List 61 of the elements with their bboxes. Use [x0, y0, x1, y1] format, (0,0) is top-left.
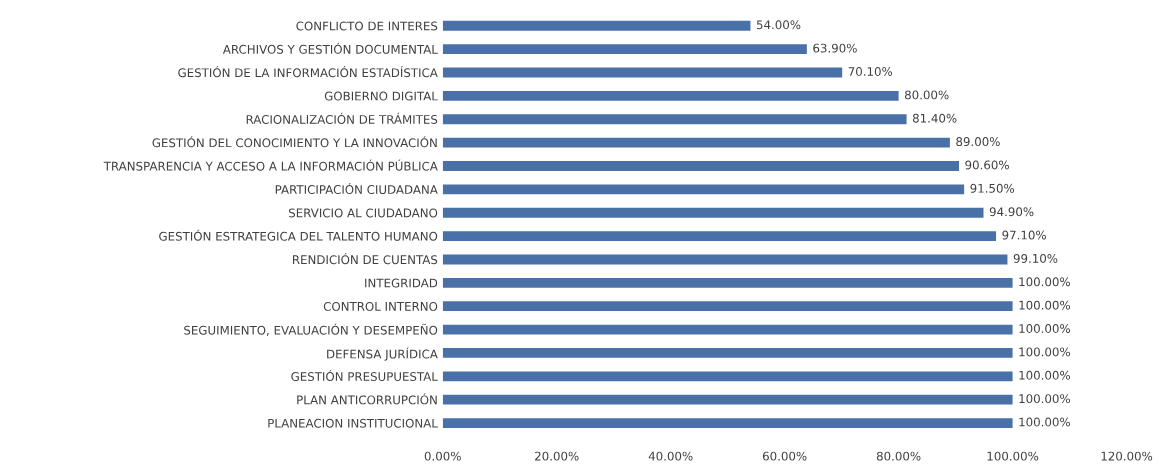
x-tick-label: 120.00% — [1101, 451, 1153, 461]
bar — [442, 44, 807, 55]
data-label: 100.00% — [1019, 370, 1071, 380]
y-tick-label: ARCHIVOS Y GESTIÓN DOCUMENTAL — [222, 42, 438, 54]
data-label: 54.00% — [756, 20, 801, 30]
data-label: 100.00% — [1019, 300, 1071, 310]
data-label: 100.00% — [1019, 347, 1071, 357]
y-tick-label: GESTIÓN PRESUPUESTAL — [291, 369, 438, 381]
y-tick-label: GESTIÓN ESTRATEGICA DEL TALENTO HUMANO — [159, 229, 438, 241]
data-label: 90.60% — [965, 160, 1009, 170]
y-tick-label: DEFENSA JURÍDICA — [327, 347, 438, 361]
y-tick-label: GOBIERNO DIGITAL — [324, 91, 438, 101]
bar — [442, 394, 1013, 405]
y-tick-label: GESTIÓN DE LA INFORMACIÓN ESTADÍSTICA — [178, 66, 438, 78]
bar — [442, 184, 965, 195]
y-tick-label: TRANSPARENCIA Y ACCESO A LA INFORMACIÓN PÚBLICA — [103, 159, 438, 171]
x-tick-label: 100.00% — [987, 451, 1039, 461]
bar — [442, 348, 1013, 358]
x-tick-label: 0.00% — [424, 451, 461, 461]
data-label: 63.90% — [813, 43, 857, 53]
bar — [442, 254, 1008, 265]
data-label: 81.40% — [912, 113, 957, 123]
bar — [442, 324, 1013, 335]
y-tick-label: PLAN ANTICORRUPCIÓN — [297, 393, 437, 405]
bar — [442, 418, 1013, 428]
x-tick-label: 40.00% — [648, 451, 693, 461]
y-tick-label: CONTROL INTERNO — [323, 301, 438, 311]
data-label: 100.00% — [1019, 324, 1071, 334]
x-tick-label: 60.00% — [762, 451, 807, 461]
bar — [442, 137, 950, 148]
y-tick-label: GESTIÓN DEL CONOCIMIENTO Y LA INNOVACIÓN — [152, 136, 437, 148]
y-tick-label: PARTICIPACIÓN CIUDADANA — [275, 182, 438, 195]
x-tick-label: 20.00% — [535, 451, 579, 461]
bar — [442, 114, 907, 125]
bar — [442, 301, 1013, 312]
data-label: 97.10% — [1002, 230, 1046, 240]
data-label: 70.10% — [848, 67, 893, 76]
x-tick-label: 80.00% — [876, 451, 921, 461]
data-label: 91.50% — [970, 183, 1015, 193]
y-tick-label: SERVICIO AL CIUDADANO — [289, 208, 438, 218]
data-label: 89.00% — [956, 137, 1000, 147]
y-tick-label: SEGUIMIENTO, EVALUACIÓN Y DESEMPEÑO — [184, 323, 438, 336]
y-tick-label: PLANEACION INSTITUCIONAL — [268, 418, 438, 428]
y-tick-label: RACIONALIZACIÓN DE TRÁMITES — [246, 112, 438, 124]
bar — [442, 67, 843, 78]
bar — [442, 277, 1013, 288]
data-label: 100.00% — [1019, 394, 1071, 404]
y-tick-label: CONFLICTO DE INTERES — [296, 21, 438, 31]
data-label: 80.00% — [904, 90, 949, 100]
bar — [442, 371, 1013, 382]
bar — [442, 161, 960, 171]
y-tick-label: RENDICIÓN DE CUENTAS — [293, 253, 438, 265]
bar — [442, 90, 899, 101]
data-label: 100.00% — [1019, 277, 1071, 287]
bar — [442, 20, 751, 31]
bar — [442, 207, 984, 218]
data-label: 94.90% — [989, 207, 1034, 217]
data-label: 99.10% — [1013, 253, 1058, 263]
y-tick-label: INTEGRIDAD — [365, 278, 438, 288]
data-label: 100.00% — [1019, 417, 1071, 427]
bar — [442, 231, 997, 242]
